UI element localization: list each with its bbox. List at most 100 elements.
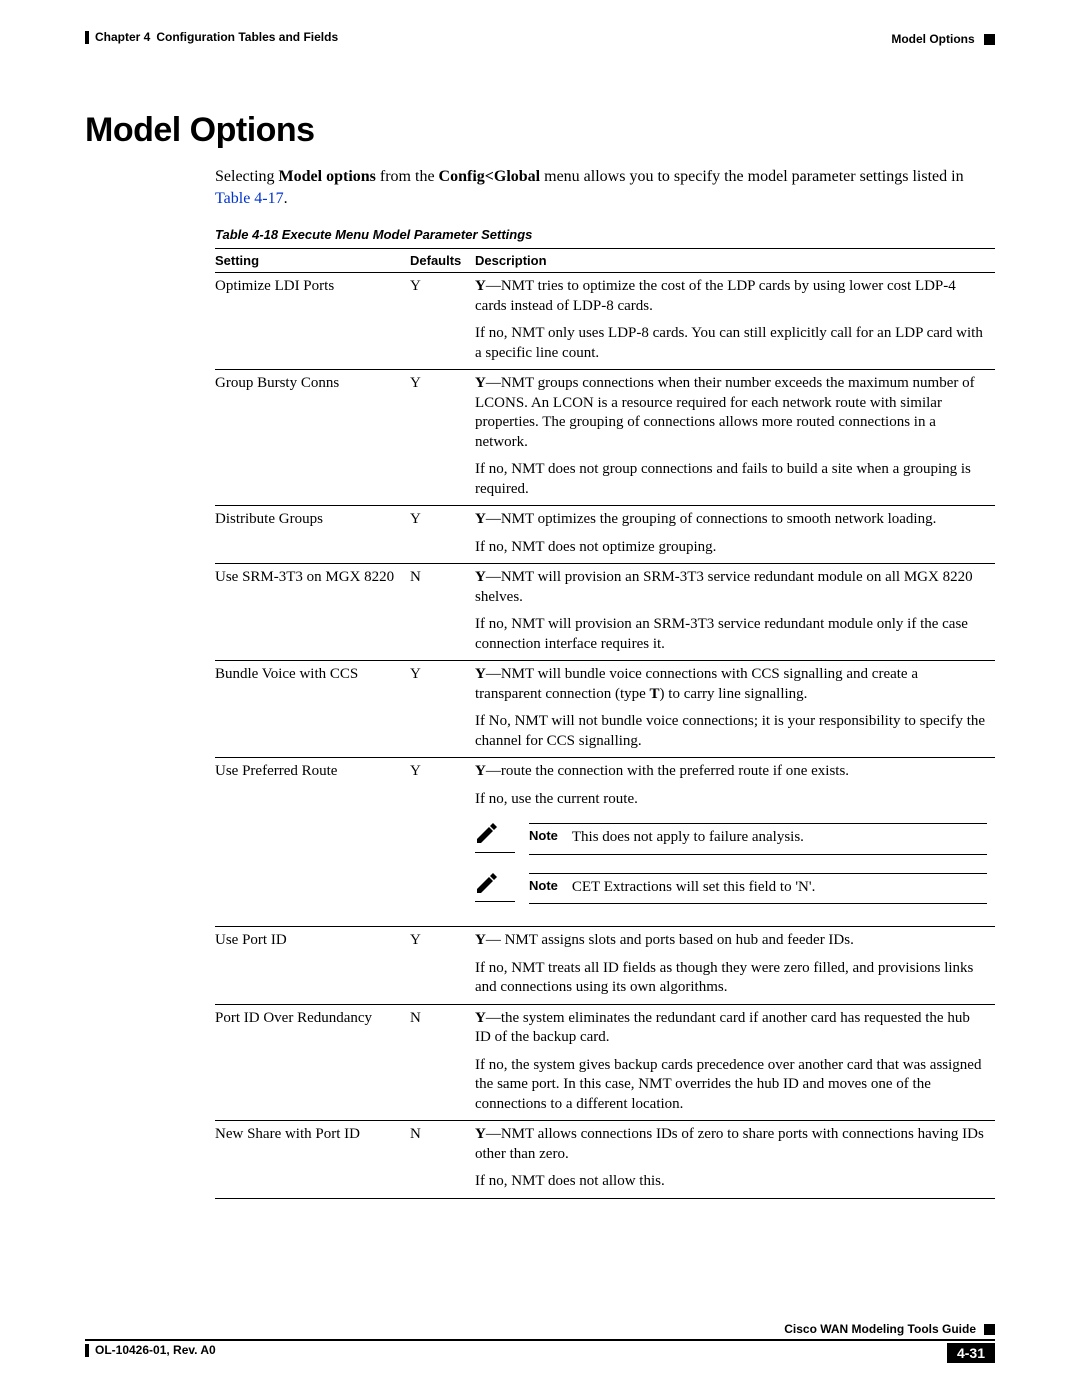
desc-inner-bold: T	[650, 686, 660, 702]
cell-description: Y—NMT allows connections IDs of zero to …	[475, 1121, 995, 1199]
desc-paragraph: If no, NMT does not allow this.	[475, 1172, 987, 1192]
table-row: Use Port IDYY— NMT assigns slots and por…	[215, 927, 995, 1005]
cell-setting: Optimize LDI Ports	[215, 273, 410, 370]
cell-description: Y— NMT assigns slots and ports based on …	[475, 927, 995, 1005]
note-icon-column	[475, 873, 515, 903]
cell-default: Y	[410, 370, 475, 506]
desc-paragraph: If no, NMT only uses LDP-8 cards. You ca…	[475, 324, 987, 363]
cell-default: Y	[410, 927, 475, 1005]
intro-link[interactable]: Table 4-17	[215, 190, 284, 207]
note-label: Note	[529, 828, 558, 848]
cell-description: Y—NMT optimizes the grouping of connecti…	[475, 506, 995, 564]
header-section: Model Options	[891, 32, 974, 46]
table-row: Group Bursty ConnsYY—NMT groups connecti…	[215, 370, 995, 506]
desc-paragraph: If no, NMT does not group connections an…	[475, 460, 987, 499]
cell-description: Y—NMT groups connections when their numb…	[475, 370, 995, 506]
cell-description: Y—NMT will provision an SRM-3T3 service …	[475, 564, 995, 661]
cell-default: N	[410, 564, 475, 661]
chapter-label: Chapter 4	[95, 30, 150, 44]
desc-paragraph: Y—NMT optimizes the grouping of connecti…	[475, 510, 987, 530]
intro-mid1: from the	[376, 168, 439, 185]
settings-table: Setting Defaults Description Optimize LD…	[215, 248, 995, 1199]
desc-paragraph: Y—NMT tries to optimize the cost of the …	[475, 277, 987, 316]
desc-paragraph: If no, NMT treats all ID fields as thoug…	[475, 959, 987, 998]
desc-paragraph: Y—the system eliminates the redundant ca…	[475, 1009, 987, 1048]
cell-setting: Use Preferred Route	[215, 758, 410, 927]
desc-paragraph: Y—NMT groups connections when their numb…	[475, 374, 987, 452]
col-setting: Setting	[215, 249, 410, 273]
desc-lead-bold: Y	[475, 932, 486, 948]
note-body: NoteCET Extractions will set this field …	[529, 873, 987, 905]
col-defaults: Defaults	[410, 249, 475, 273]
cell-setting: Group Bursty Conns	[215, 370, 410, 506]
intro-bold2: Config<Global	[439, 168, 541, 185]
cell-setting: Bundle Voice with CCS	[215, 661, 410, 758]
note-text: CET Extractions will set this field to '…	[572, 878, 815, 898]
note-pencil-icon	[475, 823, 499, 843]
table-row: Bundle Voice with CCSYY—NMT will bundle …	[215, 661, 995, 758]
footer-bar-icon	[85, 1344, 89, 1357]
desc-paragraph: Y—NMT will provision an SRM-3T3 service …	[475, 568, 987, 607]
footer-guide: Cisco WAN Modeling Tools Guide	[784, 1322, 976, 1336]
table-row: Use SRM-3T3 on MGX 8220NY—NMT will provi…	[215, 564, 995, 661]
cell-default: Y	[410, 506, 475, 564]
note-text: This does not apply to failure analysis.	[572, 828, 804, 848]
desc-lead-bold: Y	[475, 1010, 486, 1026]
desc-lead-bold: Y	[475, 569, 486, 585]
desc-lead-bold: Y	[475, 763, 486, 779]
footer-left: OL-10426-01, Rev. A0	[85, 1343, 216, 1357]
cell-description: Y—NMT will bundle voice connections with…	[475, 661, 995, 758]
intro-end: .	[284, 190, 288, 207]
footer-square-icon	[984, 1324, 995, 1335]
cell-setting: Use SRM-3T3 on MGX 8220	[215, 564, 410, 661]
note-icon-column	[475, 823, 515, 853]
note-pencil-icon	[475, 873, 499, 893]
intro-pre: Selecting	[215, 168, 279, 185]
cell-description: Y—the system eliminates the redundant ca…	[475, 1004, 995, 1121]
desc-paragraph: If no, NMT does not optimize grouping.	[475, 538, 987, 558]
desc-paragraph: Y—NMT will bundle voice connections with…	[475, 665, 987, 704]
footer-rule	[85, 1339, 995, 1341]
cell-default: Y	[410, 661, 475, 758]
desc-lead-bold: Y	[475, 1126, 486, 1142]
page-footer: Cisco WAN Modeling Tools Guide OL-10426-…	[85, 1322, 995, 1363]
table-row: Optimize LDI PortsYY—NMT tries to optimi…	[215, 273, 995, 370]
header-right: Model Options	[891, 30, 995, 49]
desc-lead-bold: Y	[475, 375, 486, 391]
cell-default: N	[410, 1004, 475, 1121]
desc-paragraph: If no, the system gives backup cards pre…	[475, 1056, 987, 1115]
cell-default: N	[410, 1121, 475, 1199]
desc-paragraph: Y—NMT allows connections IDs of zero to …	[475, 1125, 987, 1164]
cell-setting: New Share with Port ID	[215, 1121, 410, 1199]
cell-default: Y	[410, 758, 475, 927]
footer-bottom: OL-10426-01, Rev. A0 4-31	[85, 1343, 995, 1363]
col-description: Description	[475, 249, 995, 273]
intro-paragraph: Selecting Model options from the Config<…	[215, 166, 995, 209]
cell-description: Y—NMT tries to optimize the cost of the …	[475, 273, 995, 370]
cell-description: Y—route the connection with the preferre…	[475, 758, 995, 927]
desc-paragraph: Y— NMT assigns slots and ports based on …	[475, 931, 987, 951]
desc-paragraph: If no, use the current route.	[475, 790, 987, 810]
desc-paragraph: Y—route the connection with the preferre…	[475, 762, 987, 782]
running-header: Chapter 4 Configuration Tables and Field…	[85, 30, 995, 49]
header-left: Chapter 4 Configuration Tables and Field…	[85, 30, 338, 44]
cell-setting: Use Port ID	[215, 927, 410, 1005]
table-row: Port ID Over RedundancyNY—the system eli…	[215, 1004, 995, 1121]
table-caption: Table 4-18 Execute Menu Model Parameter …	[215, 227, 995, 242]
footer-top: Cisco WAN Modeling Tools Guide	[85, 1322, 995, 1336]
header-square-icon	[984, 34, 995, 45]
footer-docnum: OL-10426-01, Rev. A0	[95, 1343, 216, 1357]
desc-lead-bold: Y	[475, 511, 486, 527]
page: Chapter 4 Configuration Tables and Field…	[0, 0, 1080, 1397]
header-bar-icon	[85, 31, 89, 44]
desc-lead-bold: Y	[475, 666, 486, 682]
note-body: Note This does not apply to failure analy…	[529, 823, 987, 855]
desc-paragraph: If no, NMT will provision an SRM-3T3 ser…	[475, 615, 987, 654]
chapter-title: Configuration Tables and Fields	[156, 30, 338, 44]
intro-mid2: menu allows you to specify the model par…	[540, 168, 963, 185]
cell-setting: Port ID Over Redundancy	[215, 1004, 410, 1121]
page-title: Model Options	[85, 111, 995, 150]
table-row: New Share with Port IDNY—NMT allows conn…	[215, 1121, 995, 1199]
table-row: Use Preferred RouteYY—route the connecti…	[215, 758, 995, 927]
cell-default: Y	[410, 273, 475, 370]
